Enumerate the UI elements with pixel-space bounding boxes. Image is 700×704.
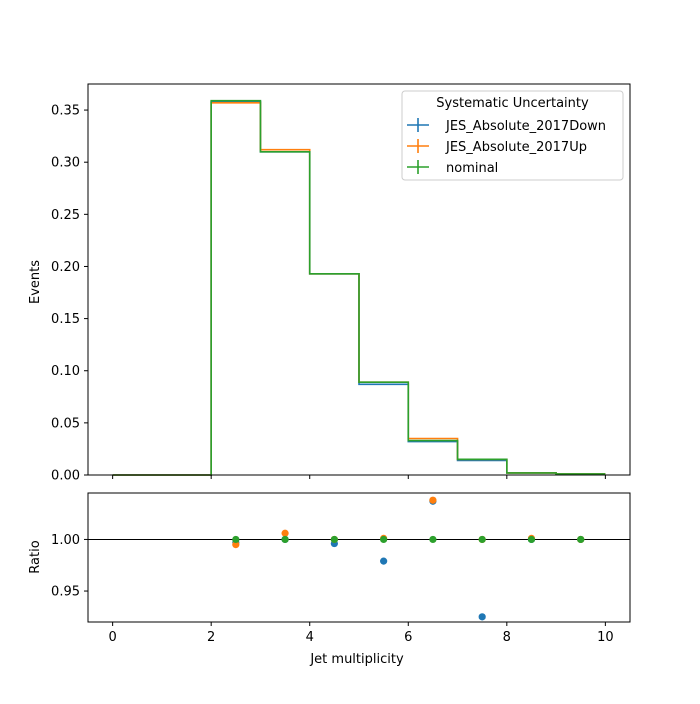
- ratio-point-2: [478, 535, 486, 544]
- legend-label-1: JES_Absolute_2017Up: [445, 140, 587, 155]
- main-plot-frame: [87, 83, 631, 476]
- legend-label-0: JES_Absolute_2017Down: [445, 119, 606, 134]
- main-y-tick-label: 0.30: [51, 156, 80, 171]
- x-tick-label: 10: [597, 630, 614, 645]
- ratio-y-tick-label: 1.00: [51, 533, 80, 548]
- legend-box: [401, 90, 624, 181]
- series-line-2: [112, 99, 606, 476]
- main-y-tick-label: 0.05: [51, 416, 80, 431]
- main-y-tick-label: 0.20: [51, 260, 80, 275]
- ratio-point-0: [478, 613, 486, 621]
- main-y-tick-label: 0.15: [51, 312, 80, 327]
- ratio-point-2: [330, 535, 338, 544]
- ratio-point-2: [232, 535, 240, 544]
- ratio-point-0: [380, 557, 388, 565]
- main-y-tick-label: 0.35: [51, 104, 80, 119]
- main-panel: 0.00 0.05 0.10 0.15 0.20 0.25 0.30 0.35: [51, 83, 631, 484]
- legend: Systematic Uncertainty JES_Absolute_2017D…: [401, 90, 624, 181]
- ratio-point-2: [380, 535, 388, 544]
- main-y-tick-label: 0.10: [51, 364, 80, 379]
- main-y-tick-label: 0.25: [51, 208, 80, 223]
- legend-label-2: nominal: [446, 161, 498, 176]
- x-tick-label: 6: [404, 630, 412, 645]
- ratio-point-2: [527, 535, 536, 544]
- x-tick-label: 4: [306, 630, 314, 645]
- main-y-axis-label: Events: [28, 260, 43, 304]
- x-axis-label: Jet multiplicity: [309, 652, 404, 667]
- ratio-plot-frame: [87, 492, 631, 623]
- ratio-y-tick-label: 0.95: [51, 585, 80, 600]
- ratio-point-1: [429, 496, 437, 504]
- x-tick-label: 0: [108, 630, 116, 645]
- ratio-point-2: [281, 535, 289, 544]
- main-y-tick-label: 0.00: [51, 469, 80, 484]
- x-tick-label: 2: [207, 630, 215, 645]
- ratio-panel: 0.95 1.00 0 2 4 6 8 10: [51, 492, 631, 645]
- ratio-point-1: [281, 529, 289, 537]
- ratio-point-2: [577, 535, 585, 544]
- ratio-point-2: [429, 535, 437, 544]
- x-tick-label: 8: [503, 630, 511, 645]
- ratio-point-1: [232, 541, 240, 549]
- legend-title: Systematic Uncertainty: [436, 96, 589, 111]
- ratio-y-axis-label: Ratio: [28, 540, 43, 573]
